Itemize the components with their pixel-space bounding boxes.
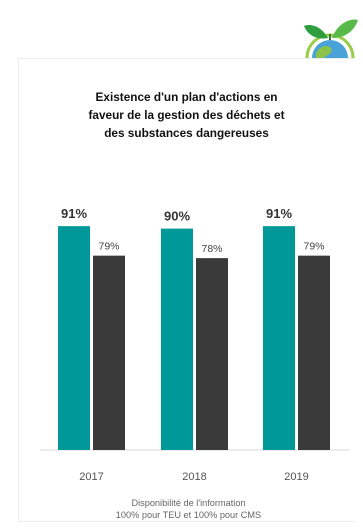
data-label-2017-series-1: 91% bbox=[61, 206, 87, 221]
data-label-2018-series-1: 90% bbox=[164, 209, 190, 224]
data-label-2019-series-2: 79% bbox=[303, 241, 324, 253]
data-label-2017-series-2: 79% bbox=[98, 241, 119, 253]
x-tick-label-2017: 2017 bbox=[79, 471, 103, 483]
footer-line-1: Disponibilité de l'information bbox=[0, 498, 363, 510]
footer-line-2: 100% pour TEU et 100% pour CMS bbox=[0, 510, 363, 522]
bar-2018-series-2 bbox=[196, 258, 228, 450]
x-tick-label-2019: 2019 bbox=[284, 471, 308, 483]
bar-2017-series-1 bbox=[58, 226, 90, 450]
data-label-2019-series-1: 91% bbox=[266, 206, 292, 221]
footer-note: Disponibilité de l'information 100% pour… bbox=[0, 498, 363, 521]
bar-2019-series-1 bbox=[263, 226, 295, 450]
bar-2017-series-2 bbox=[93, 256, 125, 450]
x-tick-label-2018: 2018 bbox=[182, 471, 206, 483]
bar-2019-series-2 bbox=[298, 256, 330, 450]
data-label-2018-series-2: 78% bbox=[201, 243, 222, 255]
bar-2018-series-1 bbox=[161, 229, 193, 450]
